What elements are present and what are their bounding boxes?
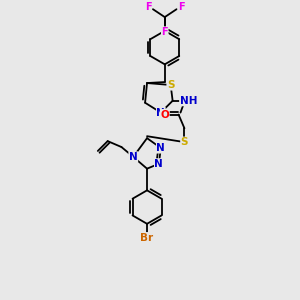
- Text: N: N: [154, 159, 163, 169]
- Text: F: F: [178, 2, 185, 12]
- Text: O: O: [160, 110, 169, 119]
- Text: F: F: [161, 27, 168, 37]
- Text: N: N: [129, 152, 138, 162]
- Text: Br: Br: [140, 232, 154, 243]
- Text: NH: NH: [180, 96, 197, 106]
- Text: N: N: [157, 143, 165, 153]
- Text: F: F: [145, 2, 151, 12]
- Text: N: N: [157, 108, 165, 118]
- Text: S: S: [181, 137, 188, 147]
- Text: S: S: [167, 80, 174, 90]
